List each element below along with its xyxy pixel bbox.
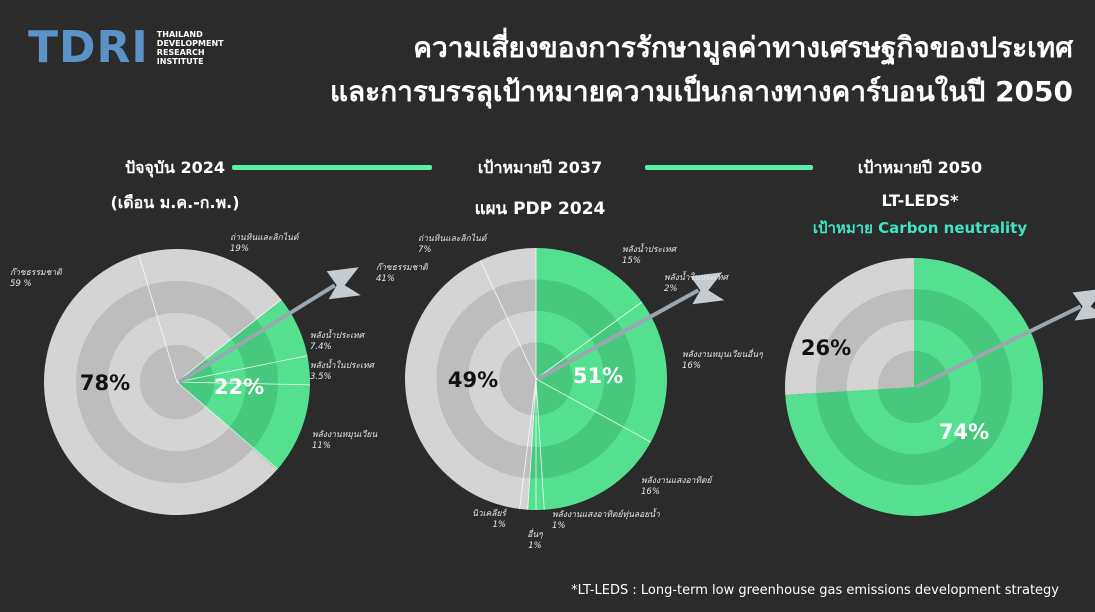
slice-name-label: พลังงานแสงอาทิตย์ [641,475,713,486]
slice-name-label: พลังน้ำในประเทศ [664,271,730,283]
slice-name-label: พลังน้ำประเทศ [622,243,678,255]
title-line-1: ความเสี่ยงของการรักษามูลค่าทางเศรษฐกิจขอ… [413,31,1073,64]
heading-2024-sub: (เดือน ม.ค.-ก.พ.) [110,193,240,212]
pie-grey-ring [499,342,536,416]
heading-2050-sub: LT-LEDS* [881,191,959,210]
pie-total-label: 22% [214,375,264,399]
logo-sub-line: THAILAND [156,30,203,39]
pie-total-label: 51% [573,364,623,388]
timeline-connector-right [645,165,813,170]
tdri-logo: TDRI THAILAND DEVELOPMENT RESEARCH INSTI… [28,26,227,70]
pie-total-label: 78% [80,371,130,395]
slice-value-label: 16% [641,487,660,497]
dart-shaft [537,288,700,381]
footnote: *LT-LEDS : Long-term low greenhouse gas … [571,583,1059,598]
slice-name-label: พลังงานหมุนเวียนอื่นๆ [682,348,763,360]
pie-total-label: 74% [939,420,989,444]
dart-shaft [177,283,336,384]
dart-fletching [1072,289,1095,321]
logo-sub-line: RESEARCH [156,48,205,57]
slice-divider [527,378,537,510]
slice-name-label: พลังงานแสงอาทิตย์ทุ่นลอยน้ำ [552,508,660,520]
slice-value-label: 15% [622,256,641,266]
pie-total-label: 49% [448,368,498,392]
heading-2024: ปัจจุบัน 2024 [124,158,226,177]
pie-grey-ring [877,350,914,390]
slice-divider [535,378,545,510]
pie-total-label: 26% [801,336,851,360]
title-line-2: และการบรรลุเป้าหมายความเป็นกลางทางคาร์บอ… [329,75,1073,108]
slice-name-label: ก๊าซธรรมชาติ [376,262,429,273]
slice-name-label: พลังงานหมุนเวียน [312,429,377,440]
slice-divider [519,378,537,510]
slice-name-label: ถ่านหินและลิกไนต์ [230,232,300,243]
dart-shaft [915,304,1082,389]
heading-2050: เป้าหมายปี 2050 [857,158,983,177]
heading-2037: เป้าหมายปี 2037 [477,158,603,177]
slice-value-label: 41% [376,274,395,284]
logo-sub-line: DEVELOPMENT [156,39,224,48]
slice-divider [535,301,643,380]
slice-divider [176,381,310,386]
column-heading-2024: ปัจจุบัน 2024 (เดือน ม.ค.-ก.พ.) [70,156,280,216]
dart-fletching [326,267,361,300]
column-heading-2050: เป้าหมายปี 2050 LT-LEDS* เป้าหมาย Carbon… [800,156,1040,240]
slice-divider [138,254,178,383]
slice-divider [535,378,651,443]
slice-value-label: 7.4% [310,342,332,352]
slice-divider [479,260,537,380]
slice-name-label: พลังน้ำในประเทศ [310,359,376,371]
slice-name-label: นิวเคลียร์ [472,508,508,519]
slice-divider [176,299,282,383]
page-title: ความเสี่ยงของการรักษามูลค่าทางเศรษฐกิจขอ… [330,26,1073,114]
column-heading-2037: เป้าหมายปี 2037 แผน PDP 2024 [440,156,640,222]
slice-divider [176,355,308,383]
logo-subtitle: THAILAND DEVELOPMENT RESEARCH INSTITUTE [157,30,227,66]
heading-2037-sub: แผน PDP 2024 [474,199,606,219]
slice-name-label: พลังน้ำประเทศ [310,329,366,341]
slice-value-label: 59 % [10,279,32,289]
slice-divider [176,381,278,470]
slice-name-label: อื่นๆ [527,528,543,540]
timeline-connector-left [232,165,432,170]
slice-name-label: ถ่านหินและลิกไนต์ [418,233,488,244]
slice-value-label: 1% [552,521,566,531]
slice-value-label: 2% [664,284,678,294]
slice-value-label: 19% [230,244,249,254]
slice-value-label: 1% [528,541,542,551]
pie-green-ring [877,350,951,424]
slice-value-label: 16% [682,361,701,371]
logo-sub-line: INSTITUTE [156,57,204,66]
heading-2050-sub2: เป้าหมาย Carbon neutrality [812,219,1028,237]
slice-value-label: 11% [312,441,331,451]
pie-green-ring [533,342,573,416]
slice-value-label: 1% [493,520,507,530]
slice-value-label: 3.5% [310,372,332,382]
dart-fletching [690,272,725,305]
pie-grey-ring [139,344,207,420]
slice-name-label: ก๊าซธรรมชาติ [10,267,63,278]
logo-mark: TDRI [28,22,149,73]
slice-value-label: 7% [418,245,432,255]
